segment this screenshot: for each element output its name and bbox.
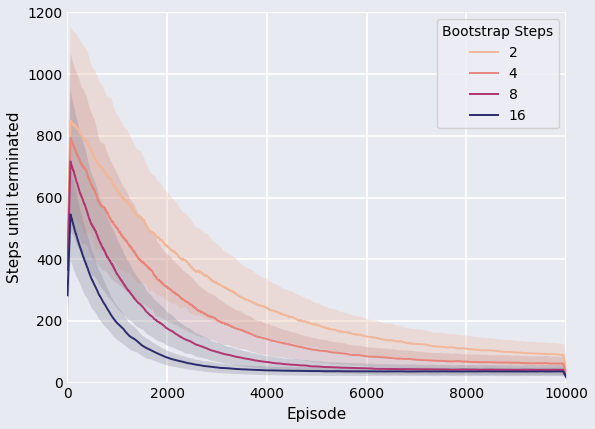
16 [536, 369, 543, 374]
8 [162, 324, 169, 329]
Line: 4: 4 [67, 138, 566, 373]
2 [162, 242, 169, 248]
4 [84, 175, 92, 180]
2 [84, 142, 92, 147]
2 [67, 118, 74, 123]
4 [308, 347, 315, 352]
4 [64, 257, 71, 262]
2 [64, 248, 71, 253]
8 [64, 267, 71, 272]
Y-axis label: Steps until terminated: Steps until terminated [7, 112, 22, 283]
Line: 8: 8 [67, 161, 566, 376]
4 [67, 135, 74, 140]
2 [66, 151, 73, 156]
Line: 16: 16 [67, 214, 566, 377]
2 [562, 366, 569, 371]
4 [94, 196, 101, 201]
16 [94, 288, 101, 293]
8 [66, 186, 73, 191]
16 [64, 293, 71, 298]
2 [536, 351, 543, 356]
8 [308, 364, 315, 369]
Line: 2: 2 [67, 120, 566, 369]
16 [308, 369, 315, 374]
16 [84, 268, 92, 273]
X-axis label: Episode: Episode [287, 407, 347, 422]
2 [308, 321, 315, 326]
16 [562, 375, 569, 380]
8 [67, 159, 74, 164]
8 [94, 233, 101, 238]
4 [562, 370, 569, 375]
16 [162, 354, 169, 360]
4 [162, 284, 169, 289]
16 [67, 212, 74, 217]
8 [536, 367, 543, 372]
Legend: 2, 4, 8, 16: 2, 4, 8, 16 [437, 19, 559, 128]
4 [66, 165, 73, 170]
8 [84, 212, 92, 218]
16 [66, 231, 73, 236]
4 [536, 361, 543, 366]
2 [94, 160, 101, 166]
8 [562, 374, 569, 379]
